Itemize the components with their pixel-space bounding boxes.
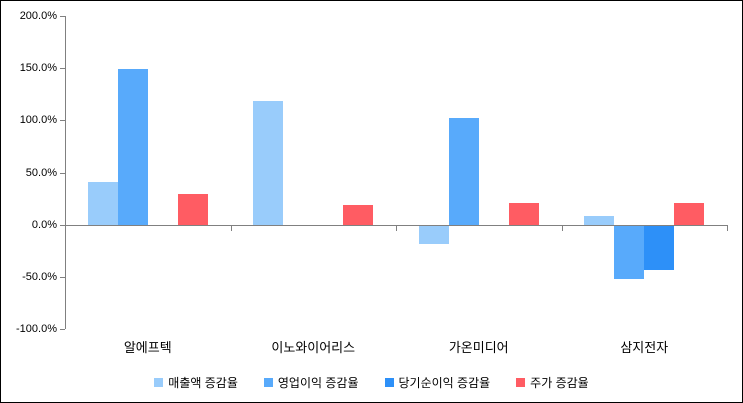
legend-label: 당기순이익 증감율 bbox=[398, 376, 491, 390]
y-tick bbox=[60, 68, 65, 70]
x-tick bbox=[561, 225, 563, 231]
bar-series4-가온미디어 bbox=[508, 203, 539, 225]
legend-swatch-icon bbox=[516, 378, 526, 387]
bar-series4-이노와이어리스 bbox=[343, 205, 374, 225]
x-category-label: 가온미디어 bbox=[448, 340, 509, 355]
y-tick-label: 50.0% bbox=[25, 166, 57, 179]
bar-series1-삼지전자 bbox=[584, 215, 615, 225]
x-category-label: 이노와이어리스 bbox=[271, 340, 356, 355]
x-category-label: 삼지전자 bbox=[620, 340, 669, 355]
y-tick bbox=[60, 120, 65, 122]
bar-series1-이노와이어리스 bbox=[253, 100, 284, 225]
bar-series4-삼지전자 bbox=[674, 203, 705, 225]
x-category-label: 알에프텍 bbox=[123, 340, 172, 355]
y-axis-line bbox=[65, 16, 66, 329]
legend-swatch-icon bbox=[263, 378, 273, 387]
y-tick-label: 100.0% bbox=[19, 114, 57, 127]
x-tick bbox=[727, 225, 728, 231]
bar-series1-가온미디어 bbox=[418, 226, 449, 244]
legend-item-series3: 당기순이익 증감율 bbox=[384, 374, 491, 391]
y-tick bbox=[60, 16, 65, 17]
y-tick bbox=[60, 224, 65, 226]
y-tick-label: -50.0% bbox=[22, 270, 57, 283]
y-tick-label: 200.0% bbox=[19, 10, 57, 22]
bar-series1-알에프텍 bbox=[87, 182, 118, 225]
bar-series2-가온미디어 bbox=[448, 117, 479, 225]
legend: 매출액 증감율 영업이익 증감율 당기순이익 증감율 주가 증감율 bbox=[1, 374, 742, 391]
legend-item-series4: 주가 증감율 bbox=[516, 374, 589, 391]
bar-series3-삼지전자 bbox=[644, 226, 675, 270]
y-tick-label: 150.0% bbox=[19, 62, 57, 75]
bar-series4-알에프텍 bbox=[177, 193, 208, 225]
x-tick bbox=[396, 225, 397, 231]
y-tick bbox=[60, 276, 65, 278]
bar-series2-삼지전자 bbox=[614, 226, 645, 280]
bar-series2-알에프텍 bbox=[117, 68, 148, 225]
legend-swatch-icon bbox=[154, 378, 164, 387]
x-tick bbox=[230, 225, 232, 231]
legend-label: 매출액 증감율 bbox=[168, 376, 238, 390]
legend-swatch-icon bbox=[384, 378, 394, 387]
legend-label: 영업이익 증감율 bbox=[277, 376, 359, 390]
legend-label: 주가 증감율 bbox=[530, 376, 589, 390]
y-tick bbox=[60, 172, 65, 174]
legend-item-series2: 영업이익 증감율 bbox=[263, 374, 359, 391]
y-tick bbox=[60, 329, 65, 330]
y-tick-label: -100.0% bbox=[16, 323, 57, 335]
legend-item-series1: 매출액 증감율 bbox=[154, 374, 238, 391]
y-tick-label: 0.0% bbox=[31, 218, 57, 231]
